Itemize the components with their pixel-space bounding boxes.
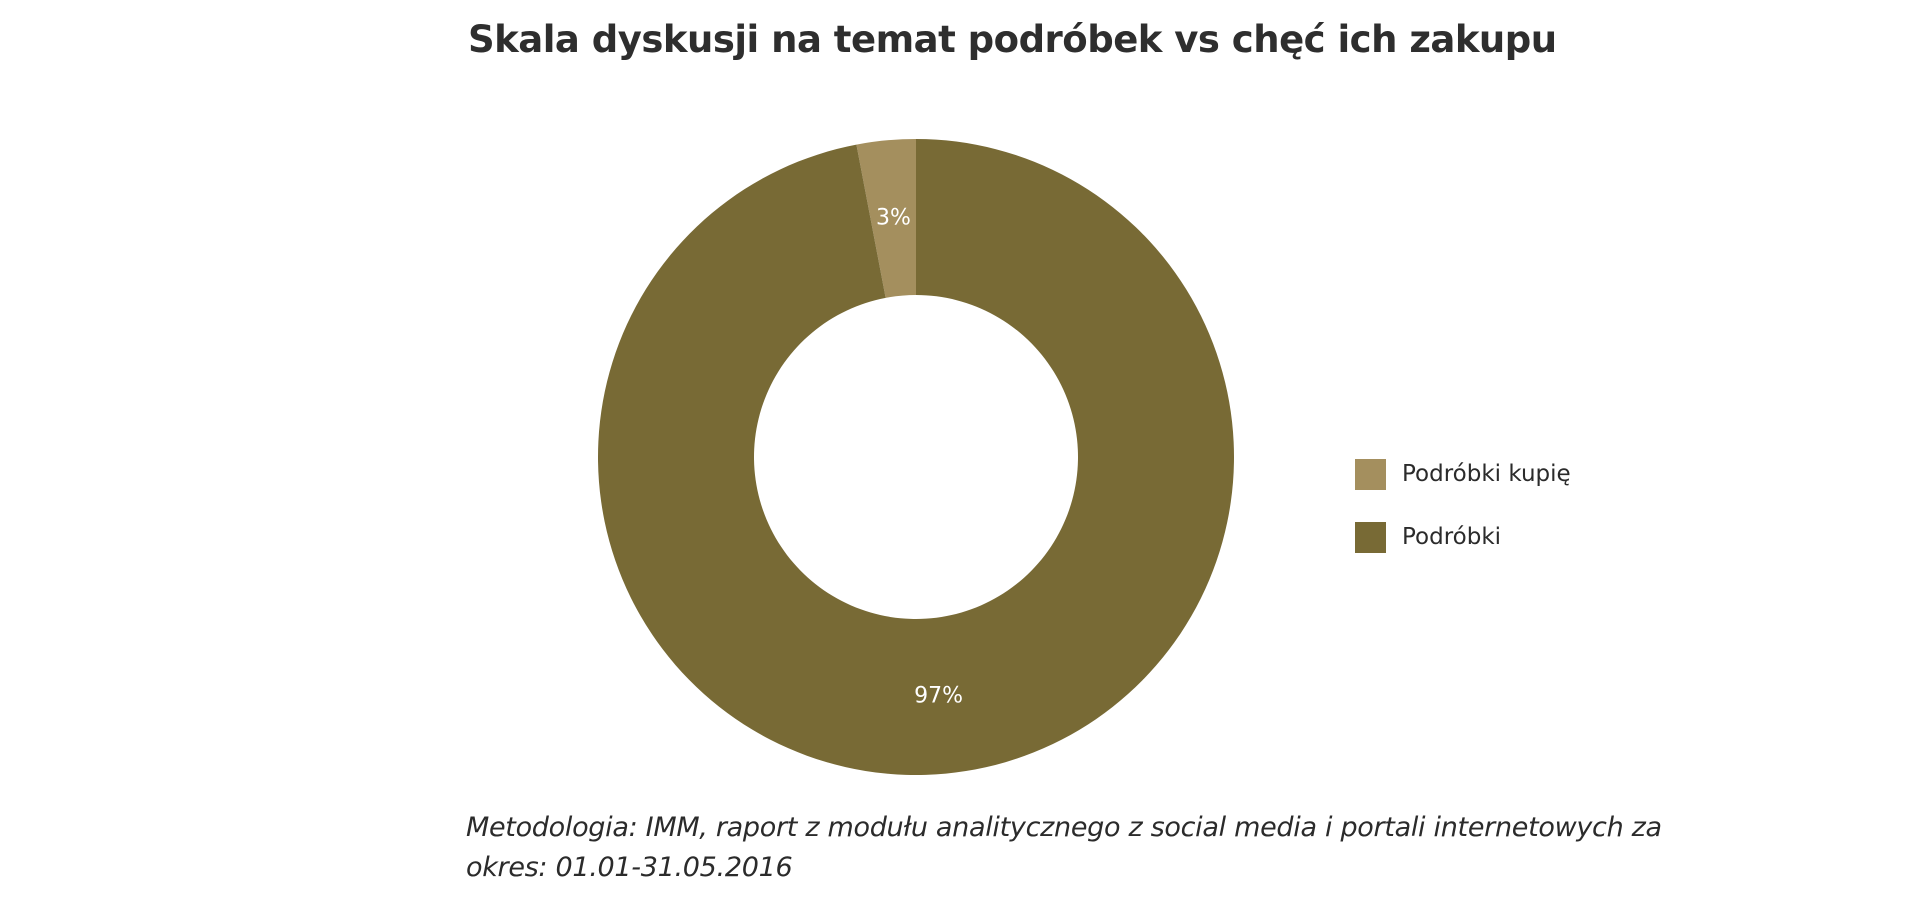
donut-slice-label-1: 97% [914,683,963,708]
donut-slice-1[interactable] [598,139,1234,775]
donut-slice-labels: 3% 97% [876,206,963,709]
legend-label-podrobki: Podróbki [1402,524,1502,550]
methodology-footnote: Metodologia: IMM, raport z modułu analit… [466,812,1662,883]
legend-label-podrobki-kupie: Podróbki kupię [1402,461,1571,487]
donut-slice-0[interactable] [856,139,916,298]
legend-swatch-podrobki [1355,521,1386,553]
donut-slices [598,139,1234,775]
donut-slice-label-0: 3% [876,206,911,231]
legend-item-podrobki-kupie[interactable]: Podróbki kupię [1355,458,1571,490]
chart-title: Skala dyskusji na temat podróbek vs chęć… [468,18,1557,61]
legend-item-podrobki[interactable]: Podróbki [1355,521,1571,553]
legend: Podróbki kupię Podróbki [1355,458,1571,584]
legend-swatch-podrobki-kupie [1355,458,1386,490]
